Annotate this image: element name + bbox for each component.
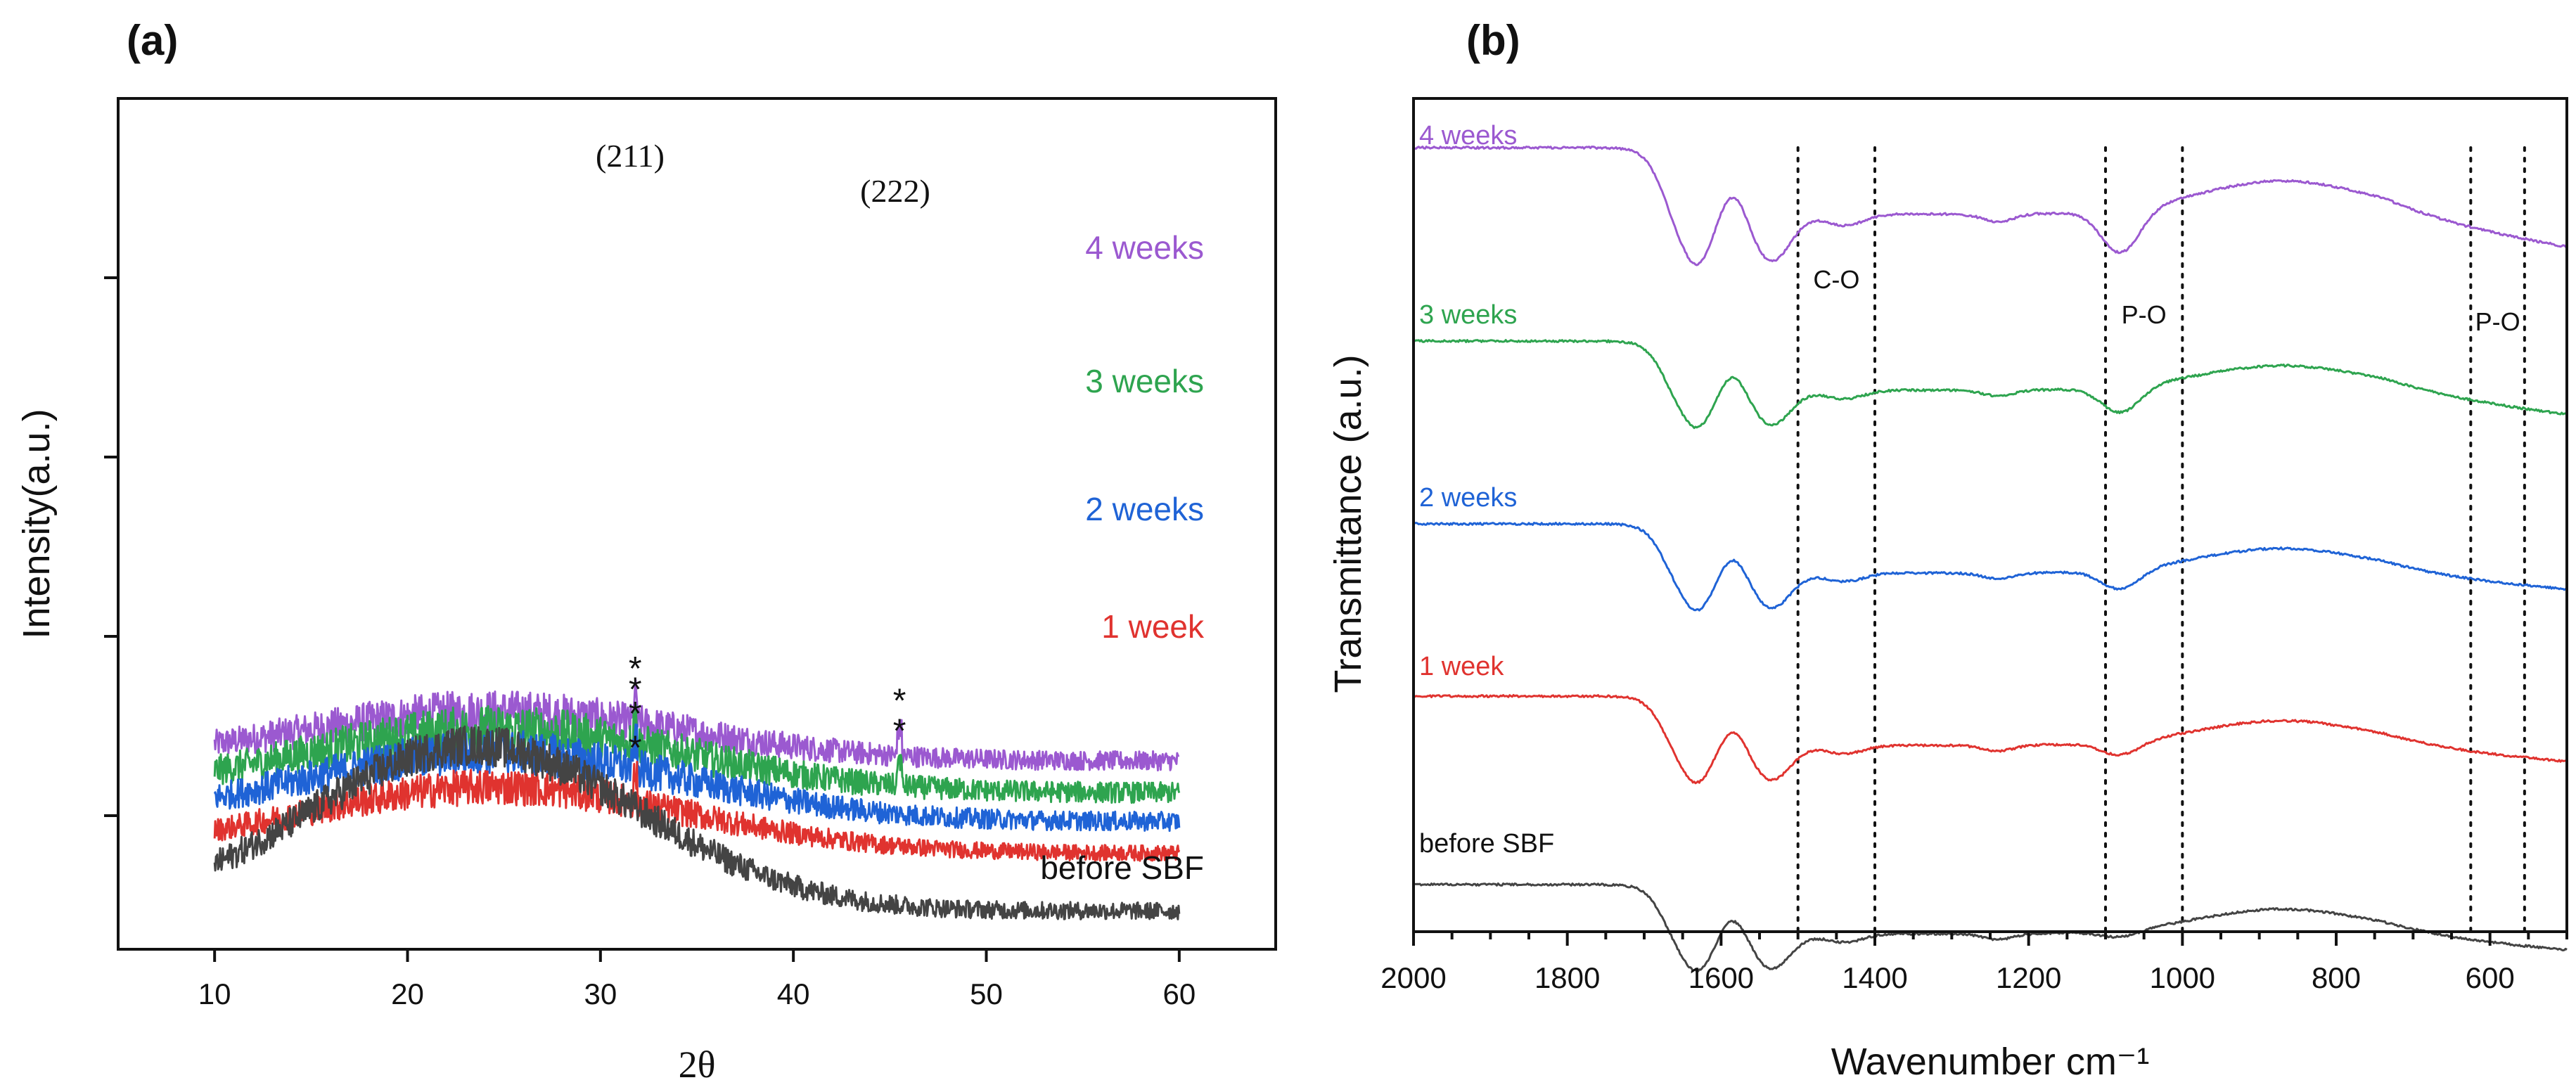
xrd-label-4-weeks: 4 weeks [1085,229,1204,266]
ftir-trace-4-weeks [1412,146,2568,266]
peak-label-211: (211) [596,138,665,174]
panel-b-x-ticks: 2000 1800 1600 1400 1200 1000 800 600 [1380,932,2568,994]
panel-a: (a) 10 20 30 40 50 60 4 weeks 3 weeks 2 weeks 1 … [15,17,1277,1086]
xrd-label-before-sbf: before SBF [1040,849,1204,886]
band-label-p-o-1: P-O [2122,300,2167,329]
x-tick-label-10: 10 [198,977,231,1010]
peak-star: * [629,650,642,688]
peak-star: * [629,695,642,733]
panel-b-frame [1412,97,2568,933]
panel-a-peak-markers: ****** [629,650,906,766]
panel-a-series-labels: 4 weeks 3 weeks 2 weeks 1 week before SBF [1040,229,1205,886]
x-tick-label-50: 50 [970,977,1003,1010]
panel-b-series-labels: 4 weeks 3 weeks 2 weeks 1 week before SBF [1419,121,1554,859]
xrd-trace-before-sbf [213,725,1181,920]
ftir-x-tick-label-2000: 2000 [1380,961,1446,994]
ftir-label-4-weeks: 4 weeks [1419,121,1517,150]
xrd-trace-1-week [213,761,1181,862]
band-label-c-o-0: C-O [1813,265,1859,294]
panel-a-y-axis-title: Intensity(a.u.) [15,409,58,638]
panel-a-traces [213,679,1181,920]
xrd-label-1-week: 1 week [1101,608,1205,645]
ftir-trace-2-weeks [1412,522,2568,612]
ftir-label-3-weeks: 3 weeks [1419,300,1517,330]
ftir-x-tick-label-1800: 1800 [1534,961,1600,994]
ftir-x-tick-label-1400: 1400 [1842,961,1907,994]
ftir-x-tick-label-1000: 1000 [2150,961,2215,994]
panel-a-x-ticks: 10 20 30 40 50 60 [198,949,1196,1010]
peak-label-222: (222) [860,173,930,209]
panel-b-reference-lines [1796,146,2526,933]
ftir-x-tick-label-600: 600 [2466,961,2515,994]
panel-b-x-axis-title: Wavenumber cm⁻¹ [1831,1041,2150,1083]
xrd-label-3-weeks: 3 weeks [1085,363,1204,399]
ftir-trace-3-weeks [1413,339,2568,430]
ftir-label-1-week: 1 week [1419,652,1504,681]
ftir-trace-1-week [1413,694,2568,785]
band-label-p-o-2: P-O [2475,307,2520,336]
panel-b-band-labels: C-O P-O P-O [1813,265,2520,336]
panel-a-y-ticks [104,276,118,817]
peak-star: * [893,712,906,750]
panel-a-frame [117,97,1277,951]
ftir-label-2-weeks: 2 weeks [1419,483,1517,513]
x-tick-label-40: 40 [777,977,810,1010]
panel-b-traces [1412,146,2568,972]
panel-b-label: (b) [1466,17,1520,64]
ftir-x-tick-label-1600: 1600 [1689,961,1754,994]
x-tick-label-60: 60 [1162,977,1196,1010]
panel-b: (b) 4 weeks 3 weeks 2 weeks 1 week before SB… [1327,17,2568,1083]
panel-b-y-axis-title: Transmittance (a.u.) [1327,354,1369,693]
x-tick-label-30: 30 [584,977,617,1010]
peak-star: * [893,683,906,720]
peak-star: * [629,729,642,766]
xrd-label-2-weeks: 2 weeks [1085,491,1204,527]
ftir-x-tick-label-800: 800 [2312,961,2361,994]
peak-star: * [629,671,642,708]
panel-a-x-axis-title: 2θ [679,1043,716,1086]
x-tick-label-20: 20 [391,977,424,1010]
panel-a-label: (a) [127,17,178,64]
ftir-label-before-sbf: before SBF [1419,829,1554,859]
ftir-x-tick-label-1200: 1200 [1996,961,2061,994]
ftir-trace-before-sbf [1413,882,2568,972]
